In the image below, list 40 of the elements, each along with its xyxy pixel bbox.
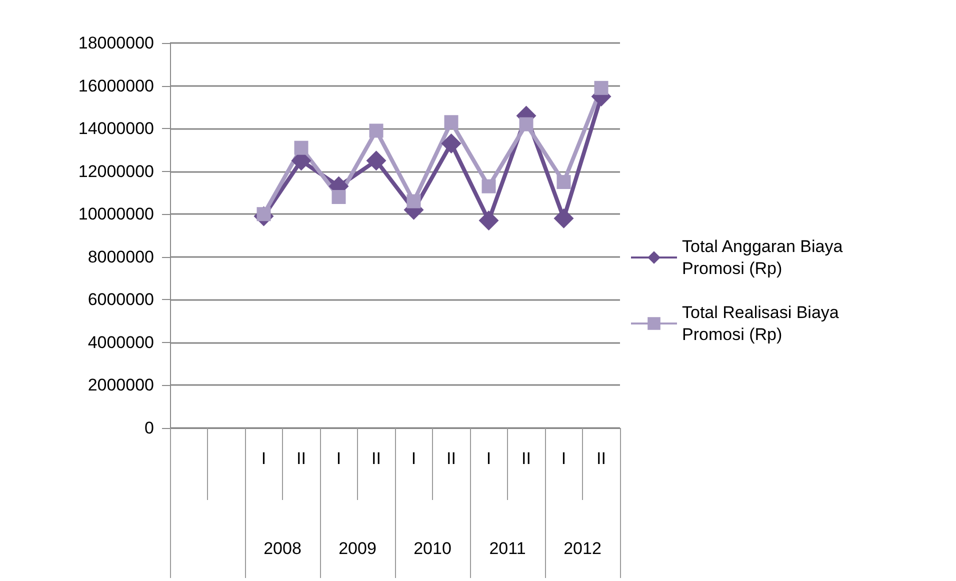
text: 2012	[564, 539, 602, 558]
y-tick-label: 8000000	[88, 247, 154, 266]
point	[594, 80, 608, 95]
legend-label: Total Realisasi Biaya Promosi (Rp)	[682, 303, 844, 344]
y-tick-label: 14000000	[78, 119, 154, 138]
x-tick-label: I	[336, 449, 342, 468]
y-tick-label: 2000000	[88, 376, 154, 395]
point	[478, 210, 499, 231]
x-tick-label: II	[522, 449, 531, 468]
y-tick-label: 4000000	[88, 332, 154, 352]
y-tick-label: 6000000	[88, 290, 154, 310]
x-tick-label: I	[486, 449, 492, 468]
y-tick-label: 18000000	[78, 34, 154, 52]
y-tick-label: 12000000	[78, 162, 154, 181]
legend-label: Total Anggaran Biaya Promosi (Rp)	[682, 237, 848, 278]
x-tick-label: II	[596, 449, 606, 468]
point	[406, 194, 421, 208]
text: 2008	[264, 539, 302, 558]
point	[441, 134, 462, 154]
point	[554, 208, 574, 228]
point	[369, 124, 384, 138]
y-tick-label: 16000000	[78, 76, 154, 96]
text: 2011	[489, 539, 526, 558]
point	[519, 117, 534, 132]
x-tick-label: I	[411, 449, 416, 468]
y-tick-label: 0	[144, 418, 154, 438]
y-tick-label: 10000000	[78, 204, 154, 224]
x-tick-label: I	[561, 449, 566, 468]
x-tick-label: I	[261, 449, 266, 468]
x-tick-label: II	[296, 449, 306, 468]
point	[444, 115, 458, 130]
text: 2010	[414, 539, 452, 558]
x-tick-label: II	[372, 449, 381, 468]
point	[366, 150, 386, 171]
point	[482, 179, 496, 194]
point	[332, 190, 346, 204]
point	[556, 175, 571, 190]
text: 2009	[338, 539, 376, 558]
x-tick-label: II	[446, 449, 456, 468]
point	[294, 140, 308, 155]
